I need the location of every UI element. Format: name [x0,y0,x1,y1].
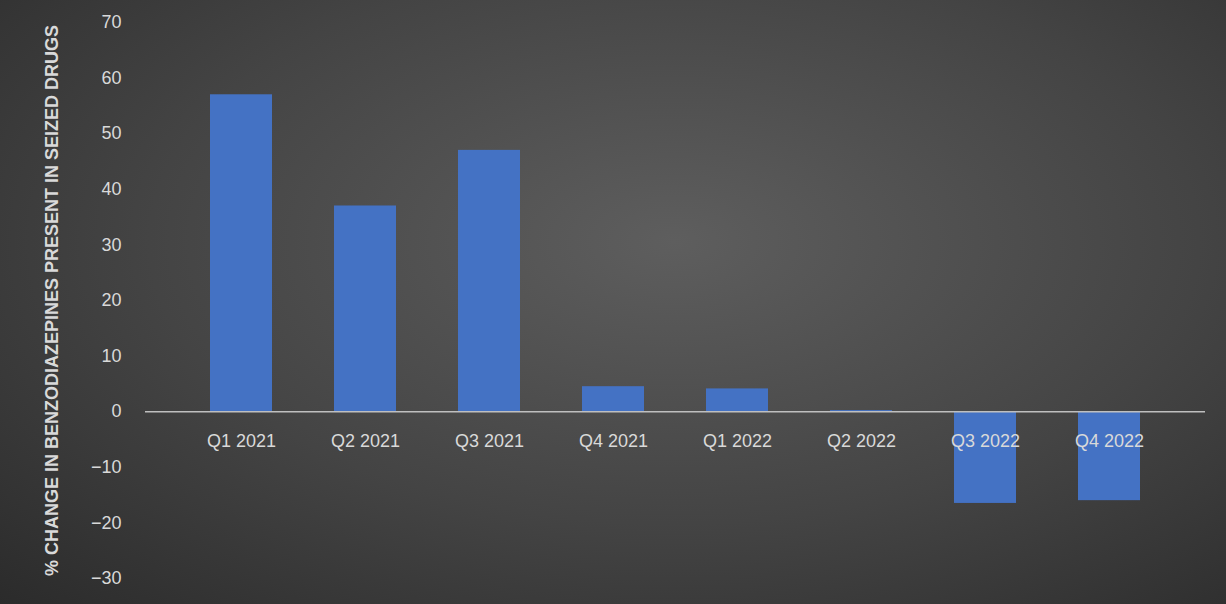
svg-text:40: 40 [101,179,121,199]
svg-text:60: 60 [101,68,121,88]
svg-text:50: 50 [101,123,121,143]
svg-text:Q1 2022: Q1 2022 [703,431,772,451]
svg-text:−10: −10 [91,457,122,477]
svg-text:−20: −20 [91,513,122,533]
svg-text:Q2 2021: Q2 2021 [331,431,400,451]
svg-text:Q4 2021: Q4 2021 [579,431,648,451]
svg-text:Q1 2021: Q1 2021 [207,431,276,451]
svg-text:Q2 2022: Q2 2022 [827,431,896,451]
svg-text:Q4 2022: Q4 2022 [1075,431,1144,451]
svg-text:Q3 2021: Q3 2021 [455,431,524,451]
svg-text:−30: −30 [91,568,122,588]
svg-text:0: 0 [111,401,121,421]
svg-text:70: 70 [101,12,121,32]
svg-text:Q3 2022: Q3 2022 [951,431,1020,451]
html-text:% CHANGE IN BENZODIAZEPINES PR: % CHANGE IN BENZODIAZEPINES PRESENT IN S… [42,24,62,576]
svg-text:20: 20 [101,290,121,310]
svg-text:10: 10 [101,346,121,366]
svg-text:30: 30 [101,235,121,255]
